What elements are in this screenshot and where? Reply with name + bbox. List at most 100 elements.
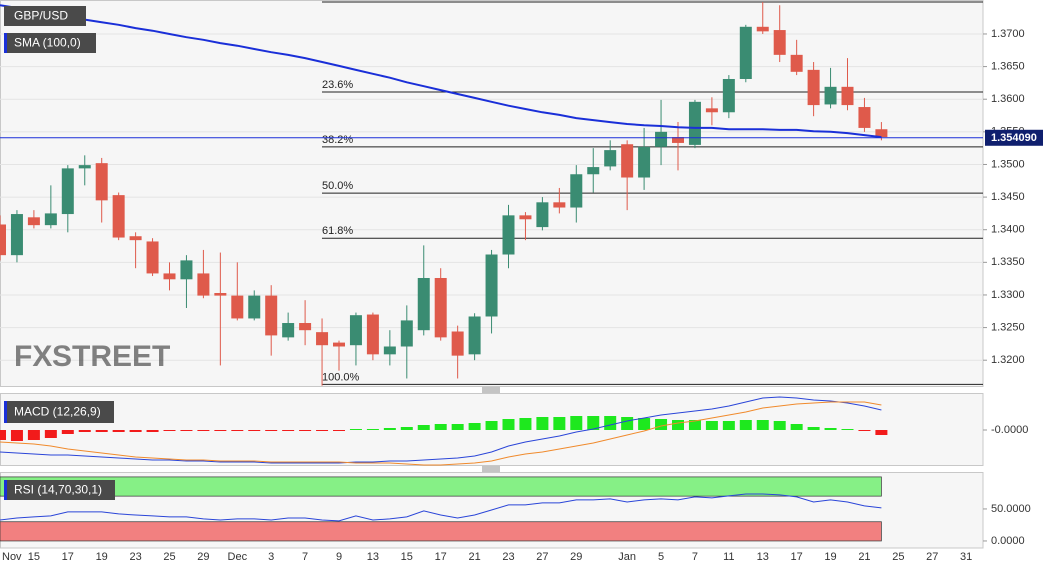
histogram-bar <box>214 430 227 431</box>
candle-body <box>756 26 769 32</box>
histogram-bar <box>773 421 786 430</box>
y-tick-label: 1.3650 <box>991 61 1025 73</box>
rsi-plot <box>0 476 882 542</box>
histogram-bar <box>44 430 57 438</box>
rsi-band <box>0 476 882 497</box>
x-tick-label: 25 <box>163 551 175 563</box>
histogram-bar <box>621 417 634 430</box>
y-tick-label: 1.3500 <box>991 158 1025 170</box>
histogram-bar <box>807 427 820 430</box>
candle-body <box>27 217 40 226</box>
legend-entry: SMA (100,0) <box>14 36 81 50</box>
title-stripe <box>4 6 7 26</box>
candle-body <box>587 167 600 175</box>
chart-title: GBP/USD <box>14 9 68 23</box>
line-series <box>0 396 882 464</box>
y-tick-label: 1.3250 <box>991 321 1025 333</box>
histogram-bar <box>400 427 413 430</box>
histogram-bar <box>604 416 617 430</box>
rsi-title-stripe <box>4 480 7 500</box>
histogram-bar <box>570 416 583 430</box>
x-tick-label: Jan <box>618 551 636 563</box>
x-tick-label: 17 <box>435 551 447 563</box>
candle-body <box>163 273 176 280</box>
candle-body <box>790 54 803 72</box>
histogram-bar <box>349 429 362 430</box>
x-tick-label: 29 <box>570 551 582 563</box>
title-box <box>4 6 86 26</box>
candle-body <box>875 129 888 138</box>
histogram-bar <box>95 430 108 432</box>
histogram-bar <box>519 418 532 430</box>
fib-label: 38.2% <box>322 134 353 146</box>
candle-body <box>638 146 651 178</box>
histogram-bar <box>655 419 668 430</box>
histogram-bar <box>265 430 278 431</box>
histogram-bar <box>27 430 40 440</box>
candle-body <box>858 107 871 128</box>
histogram-bar <box>197 430 210 431</box>
histogram-bar <box>112 430 125 432</box>
x-tick-label: 7 <box>692 551 698 563</box>
y-tick-label: -0.0000 <box>991 424 1028 436</box>
candle-body <box>807 69 820 106</box>
fib-label: 61.8% <box>322 225 353 237</box>
histogram-bar <box>705 421 718 430</box>
rsi-band <box>0 521 882 542</box>
y-tick-label: 1.3600 <box>991 93 1025 105</box>
candle-body <box>655 131 668 147</box>
candle-body <box>705 108 718 113</box>
histogram-bar <box>383 428 396 430</box>
candle-body <box>688 101 701 145</box>
candle-body <box>44 213 57 226</box>
x-tick-label: 15 <box>401 551 413 563</box>
candle-body <box>468 316 481 355</box>
splitter[interactable] <box>482 466 500 472</box>
x-tick-label: 21 <box>858 551 870 563</box>
splitter[interactable] <box>482 387 500 393</box>
histogram-bar <box>756 420 769 430</box>
candle-body <box>773 30 786 55</box>
histogram-bar <box>434 424 447 430</box>
candle-body <box>231 295 244 319</box>
x-tick-label: 3 <box>268 551 274 563</box>
x-tick-label: 5 <box>658 551 664 563</box>
histogram-bar <box>129 430 142 432</box>
axes: 1.3200 1.3250 1.3300 1.3350 1.3400 1.3450 1.35… <box>2 28 1043 563</box>
line-series <box>0 4 882 139</box>
x-tick-label: 15 <box>28 551 40 563</box>
histogram-bar <box>231 430 244 431</box>
x-tick-label: 27 <box>536 551 548 563</box>
x-tick-label: 21 <box>468 551 480 563</box>
fib-label: 23.6% <box>322 79 353 91</box>
candle-body <box>78 165 91 169</box>
histogram-bar <box>858 430 871 431</box>
histogram-bar <box>824 428 837 430</box>
histogram-bar <box>10 430 23 441</box>
candle-body <box>824 86 837 105</box>
histogram-bar <box>722 421 735 430</box>
candle-body <box>129 236 142 241</box>
y-tick-label: 1.3700 <box>991 28 1025 40</box>
fib-label: 100.0% <box>322 371 360 383</box>
legend-stripe <box>4 33 7 53</box>
candle-body <box>553 202 566 208</box>
histogram-bar <box>536 417 549 430</box>
candle-body <box>112 195 125 238</box>
histogram-bar <box>672 420 684 430</box>
x-tick-label: 19 <box>96 551 108 563</box>
candle-body <box>451 331 464 356</box>
x-tick-label: 19 <box>824 551 836 563</box>
y-tick-label: 1.3300 <box>991 289 1025 301</box>
x-tick-label: 7 <box>302 551 308 563</box>
histogram-bar <box>299 430 312 431</box>
y-tick-label: 50.0000 <box>991 503 1031 515</box>
line-series <box>0 493 882 522</box>
candle-body <box>0 224 6 256</box>
histogram-bar <box>366 429 379 430</box>
candle-body <box>180 260 193 280</box>
candle-body <box>61 168 74 215</box>
candle-body <box>739 26 752 79</box>
histogram-bar <box>553 417 566 430</box>
